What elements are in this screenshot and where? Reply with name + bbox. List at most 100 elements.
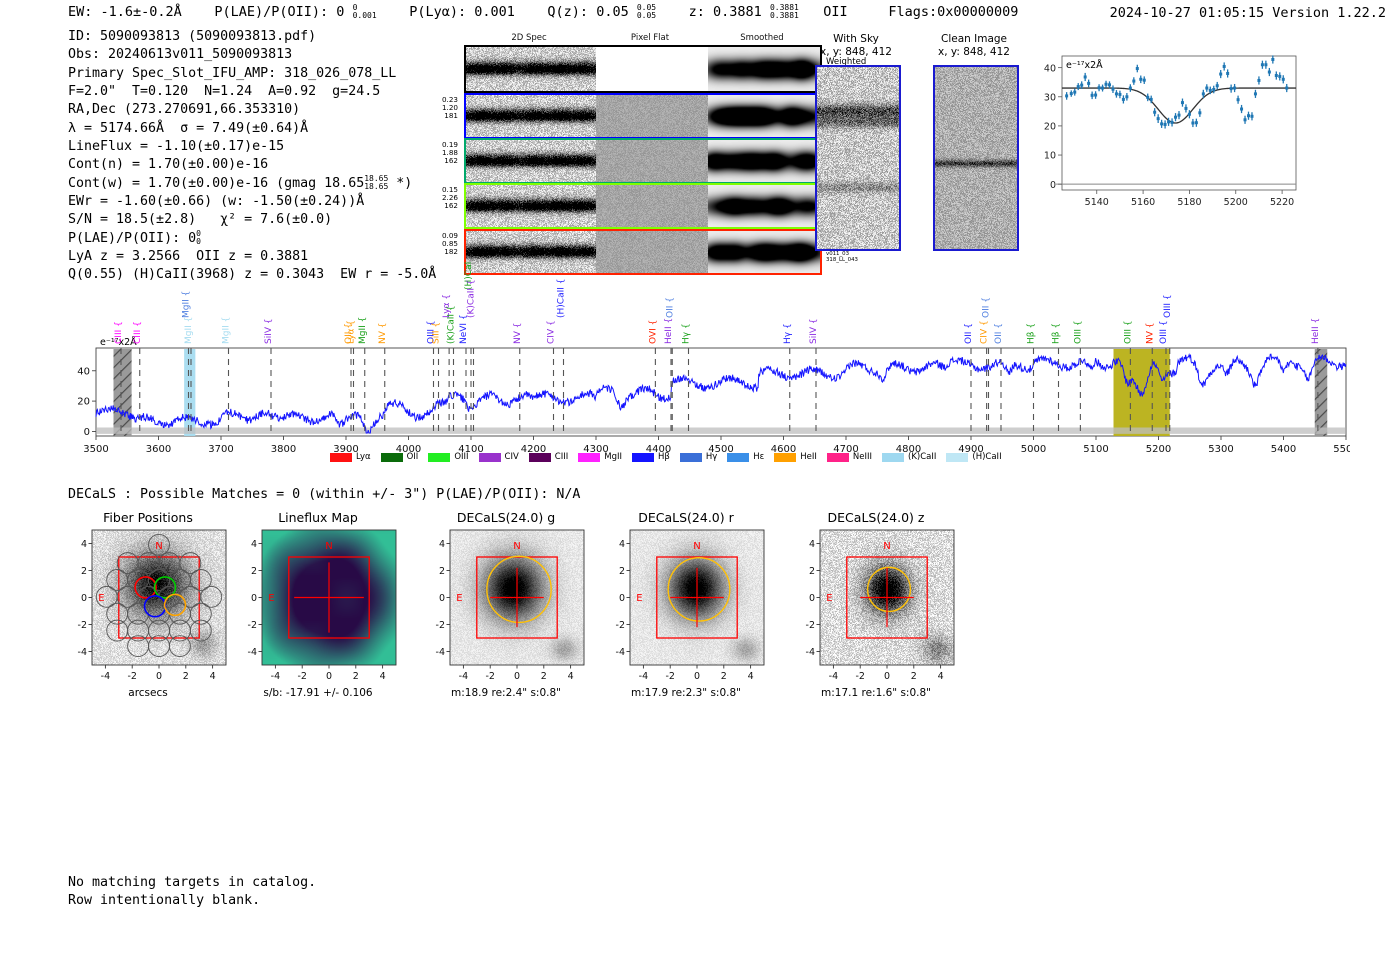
line-marker-label: Hγ { [682, 323, 692, 344]
line-marker-label: NV { [1145, 323, 1155, 344]
info-line: Cont(n) = 1.70(±0.00)e-16 [68, 157, 269, 173]
svg-text:5180: 5180 [1177, 197, 1201, 208]
legend-label: NeIII [852, 452, 873, 462]
svg-text:5200: 5200 [1224, 197, 1248, 208]
legend-swatch [330, 452, 352, 462]
compass-east: E [98, 593, 104, 604]
svg-text:2: 2 [809, 566, 815, 577]
svg-text:-2: -2 [485, 671, 494, 682]
svg-text:4600: 4600 [771, 444, 796, 455]
svg-text:4400: 4400 [646, 444, 671, 455]
cutout-coords: x, y: 848, 412 [820, 45, 892, 58]
decals-panel-caption: m:17.9 re:2.3" s:0.8" [631, 687, 741, 699]
header-plae-poii-bounds: 0 0.001 [352, 3, 377, 21]
svg-text:2: 2 [541, 671, 547, 682]
svg-text:-4: -4 [616, 647, 625, 658]
svg-text:3500: 3500 [83, 444, 108, 455]
footer-line: No matching targets in catalog. [68, 875, 317, 890]
line-marker-label: SiIV { [809, 318, 819, 344]
compass-east: E [268, 593, 274, 604]
legend-swatch [946, 452, 969, 462]
svg-text:5300: 5300 [1208, 444, 1233, 455]
svg-text:4: 4 [568, 671, 574, 682]
legend-label: (K)CaII [908, 452, 937, 462]
line-marker-label: CIV { [547, 320, 557, 344]
line-marker-label: (K)CaII { [467, 279, 477, 318]
decals-panel-title: DECaLS(24.0) g [456, 510, 556, 525]
legend-swatch [679, 452, 702, 462]
legend-label: Hγ [705, 452, 718, 462]
svg-text:5140: 5140 [1085, 197, 1109, 208]
info-line: F=2.0" T=0.120 N=1.24 A=0.92 g=24.5 [68, 84, 381, 100]
legend-label: Hβ [658, 452, 670, 462]
svg-text:4: 4 [439, 539, 445, 550]
svg-text:4700: 4700 [833, 444, 858, 455]
legend-label: OIII [454, 452, 469, 462]
legend-item: Hε [727, 452, 764, 462]
svg-text:-2: -2 [665, 671, 674, 682]
svg-text:-2: -2 [436, 620, 445, 631]
timestamp-version: 2024-10-27 01:05:15 Version 1.22.2 [1109, 5, 1386, 21]
line-marker-label: NeVI { [459, 314, 469, 344]
header-plae-poii-label: P(LAE)/P(OII): [214, 4, 329, 21]
svg-text:2: 2 [353, 671, 359, 682]
info-line: Obs: 20240613v011_5090093813 [68, 47, 293, 63]
spec2d-smoothed-cell [708, 185, 820, 227]
image-cutouts-top: With Sky x, y: 848, 412 Clean Image x, y: 8… [815, 33, 1019, 251]
clean-image [933, 65, 1019, 251]
info-line: LyA z = 3.2566 OII z = 0.3881 [68, 249, 309, 265]
svg-text:-2: -2 [855, 671, 864, 682]
legend-item: OII [380, 452, 419, 462]
legend-item: MgII [578, 452, 622, 462]
svg-text:-4: -4 [248, 647, 257, 658]
legend-item: OIII [428, 452, 469, 462]
decals-panel-title: Fiber Positions [103, 510, 193, 525]
spec2d-row-metrics: 0.15 2.26 162 [441, 185, 458, 211]
svg-text:4: 4 [748, 671, 754, 682]
svg-text:3700: 3700 [208, 444, 233, 455]
spec2d-raw-cell [466, 140, 596, 182]
decals-panel-caption: m:17.1 re:1.6" s:0.8" [821, 687, 931, 699]
svg-text:4: 4 [251, 539, 257, 550]
line-marker-label: NV { [513, 323, 523, 344]
svg-text:0: 0 [884, 671, 890, 682]
spec2d-pixelflat-cell [596, 140, 708, 182]
svg-text:4100: 4100 [458, 444, 483, 455]
decals-panel-caption: s/b: -17.91 +/- 0.106 [263, 687, 373, 699]
info-line: RA,Dec (273.270691,66.353310) [68, 102, 301, 118]
compass-east: E [636, 593, 642, 604]
svg-text:-4: -4 [78, 647, 87, 658]
line-marker-label: MgII { [184, 317, 194, 344]
line-marker-label: OIII { [427, 320, 437, 344]
svg-text:-4: -4 [271, 671, 280, 682]
line-marker-label: SiII { [432, 322, 442, 344]
line-marker-label: Hγ { [783, 323, 793, 344]
legend-label: OII [406, 452, 419, 462]
spec2d-pixelflat-cell [596, 47, 708, 91]
svg-text:e⁻¹⁷x2Å: e⁻¹⁷x2Å [1066, 59, 1103, 71]
full-spectrum-chart: 0 20 40 3500 3600 3700 3800 3900 4000 4100 4200 430… [60, 251, 1358, 472]
spec2d-row [464, 93, 822, 139]
svg-text:-4: -4 [101, 671, 110, 682]
info-line: λ = 5174.66Å σ = 7.49(±0.64)Å [68, 120, 309, 136]
cutout-coords: x, y: 848, 412 [938, 45, 1010, 58]
header-summary-line: EW: -1.6±-0.2Å P(LAE)/P(OII): 0 0 0.001 P… [68, 3, 1018, 21]
cutout-title: With Sky x, y: 848, 412 [815, 33, 897, 58]
compass-east: E [826, 593, 832, 604]
svg-text:0: 0 [326, 671, 332, 682]
compass-north: N [513, 541, 520, 552]
line-marker-label: OIII { [1163, 294, 1173, 318]
header-plya: P(Lyα): 0.001 [409, 4, 515, 21]
decals-panel-title: Lineflux Map [278, 510, 358, 525]
compass-east: E [456, 593, 462, 604]
legend-swatch [428, 452, 451, 462]
svg-text:5160: 5160 [1131, 197, 1155, 208]
legend-item: HeII [774, 452, 817, 462]
svg-text:4: 4 [619, 539, 625, 550]
svg-text:-4: -4 [639, 671, 648, 682]
